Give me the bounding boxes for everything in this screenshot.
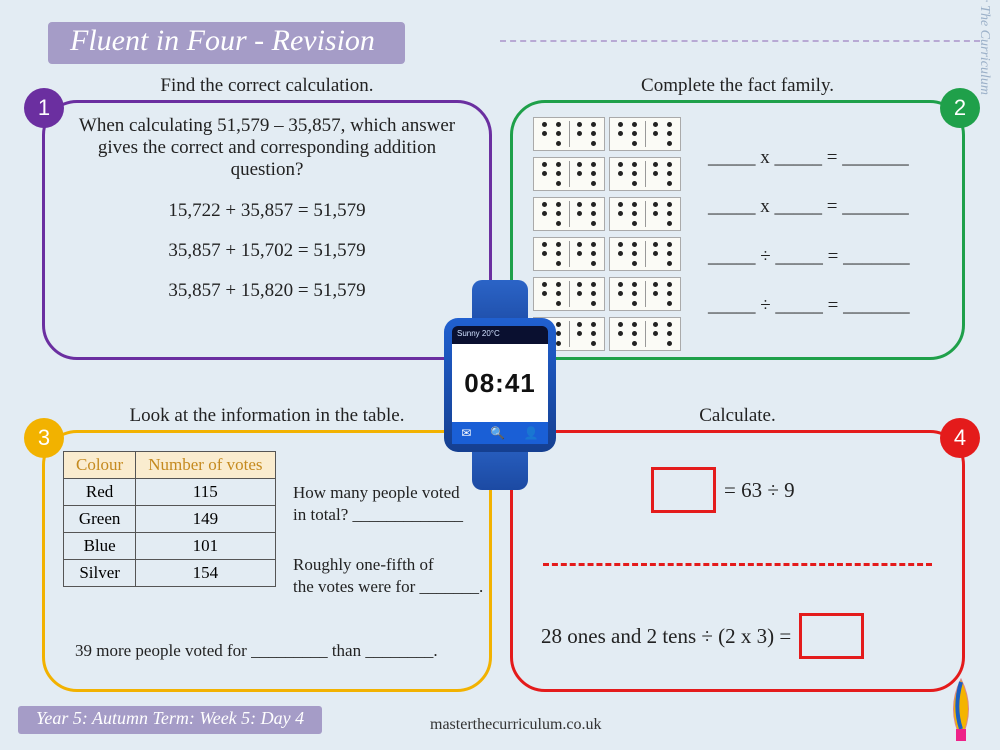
badge-3: 3 [24,418,64,458]
cell: Green [64,506,136,533]
card-2-title: Complete the fact family. [513,75,962,97]
cell: Red [64,479,136,506]
fact-line: _____ ÷ _____ = _______ [708,232,942,281]
cell: 101 [136,533,275,560]
calc-line-1: = 63 ÷ 9 [724,478,795,503]
user-icon: 👤 [524,426,539,441]
cell: 149 [136,506,275,533]
q1-line1: How many people voted [293,483,460,503]
smartwatch: Sunny 20°C 08:41 ✉ 🔍 👤 [438,280,562,490]
cell: 115 [136,479,275,506]
q3: 39 more people voted for _________ than … [75,641,438,661]
card-1-prompt: When calculating 51,579 – 35,857, which … [71,115,463,181]
calc-line-2: 28 ones and 2 tens ÷ (2 x 3) = [541,624,791,649]
col-header: Number of votes [136,452,275,479]
search-icon: 🔍 [490,426,505,441]
votes-table: ColourNumber of votes Red115 Green149 Bl… [63,451,276,587]
cell: Blue [64,533,136,560]
domino [609,317,681,351]
badge-4: 4 [940,418,980,458]
decorative-dash [500,40,980,42]
card-1-option: 35,857 + 15,820 = 51,579 [71,271,463,311]
card-3-title: Look at the information in the table. [45,405,489,427]
domino [533,157,605,191]
card-1-option: 35,857 + 15,702 = 51,579 [71,231,463,271]
footer-url: masterthecurriculum.co.uk [430,716,602,734]
domino [533,117,605,151]
cell: 154 [136,560,275,587]
watch-time: 08:41 [452,344,548,422]
badge-1: 1 [24,88,64,128]
domino [609,237,681,271]
card-3: Look at the information in the table. Co… [42,430,492,692]
card-4-title: Calculate. [513,405,962,427]
brand-text: Master The Curriculum [976,0,992,95]
footer-banner: Year 5: Autumn Term: Week 5: Day 4 [18,706,322,734]
watch-case: Sunny 20°C 08:41 ✉ 🔍 👤 [444,318,556,452]
page-title-banner: Fluent in Four - Revision [48,22,405,64]
domino [609,117,681,151]
cell: Silver [64,560,136,587]
q2-line1: Roughly one-fifth of [293,555,434,575]
answer-box [799,613,864,659]
watch-statusbar: Sunny 20°C [452,326,548,344]
card-1: Find the correct calculation. When calcu… [42,100,492,360]
brand-logo-icon [936,674,986,744]
domino [609,197,681,231]
answer-box [651,467,716,513]
domino [609,157,681,191]
q2-line2: the votes were for _______. [293,577,483,597]
badge-2: 2 [940,88,980,128]
col-header: Colour [64,452,136,479]
card-4: Calculate. = 63 ÷ 9 28 ones and 2 tens ÷… [510,430,965,692]
watch-icon-row: ✉ 🔍 👤 [452,422,548,444]
domino [609,277,681,311]
fact-line: _____ x _____ = _______ [708,133,942,182]
domino [533,237,605,271]
card-2: Complete the fact family. _____ x _____ … [510,100,965,360]
card-1-title: Find the correct calculation. [45,75,489,97]
divider-dash [543,563,932,566]
fact-line: _____ ÷ _____ = _______ [708,281,942,330]
mail-icon: ✉ [461,426,471,441]
domino [533,197,605,231]
fact-line: _____ x _____ = _______ [708,182,942,231]
q1-line2: in total? _____________ [293,505,463,525]
card-1-option: 15,722 + 35,857 = 51,579 [71,191,463,231]
fact-family-lines: _____ x _____ = _______ _____ x _____ = … [708,133,942,331]
